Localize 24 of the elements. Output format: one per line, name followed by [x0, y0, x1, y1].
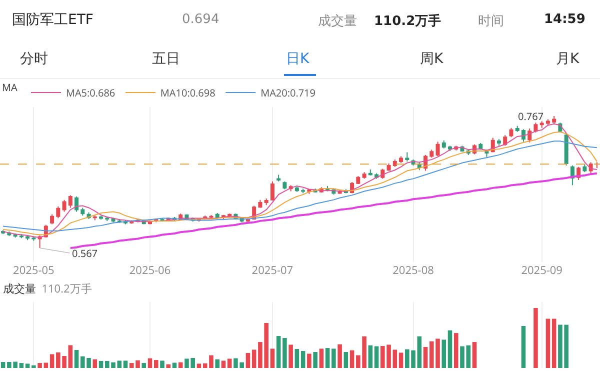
text: 周K [420, 50, 444, 68]
x-tick-label: 2025-08 [392, 263, 434, 278]
text: 日K [286, 50, 310, 68]
chart-subtitle: 110.2万手 [42, 281, 92, 296]
legend-label: MA10:0.698 [160, 85, 216, 100]
legend-label: MA5:0.686 [66, 85, 116, 100]
text: 五日 [152, 50, 180, 68]
legend-label: MA20:0.719 [260, 85, 316, 100]
text: 110.2万手 [374, 12, 442, 30]
text: 月K [556, 50, 580, 68]
annotation: 0.567 [72, 246, 98, 260]
annotation: 0.767 [518, 109, 544, 123]
chart-title: 成交量 [3, 281, 36, 296]
text: 成交量 [318, 13, 357, 30]
text: 14:59 [544, 12, 586, 27]
x-tick-label: 2025-07 [252, 263, 294, 278]
chart-title: 国防军工ETF [12, 11, 94, 29]
text: 0.694 [182, 12, 220, 27]
text: 分时 [20, 50, 48, 68]
x-tick-label: 2025-09 [521, 263, 562, 278]
legend-title: MA [2, 80, 18, 94]
x-tick-label: 2025-05 [13, 263, 54, 278]
x-tick-label: 2025-06 [129, 263, 171, 278]
text: 时间 [478, 13, 504, 30]
